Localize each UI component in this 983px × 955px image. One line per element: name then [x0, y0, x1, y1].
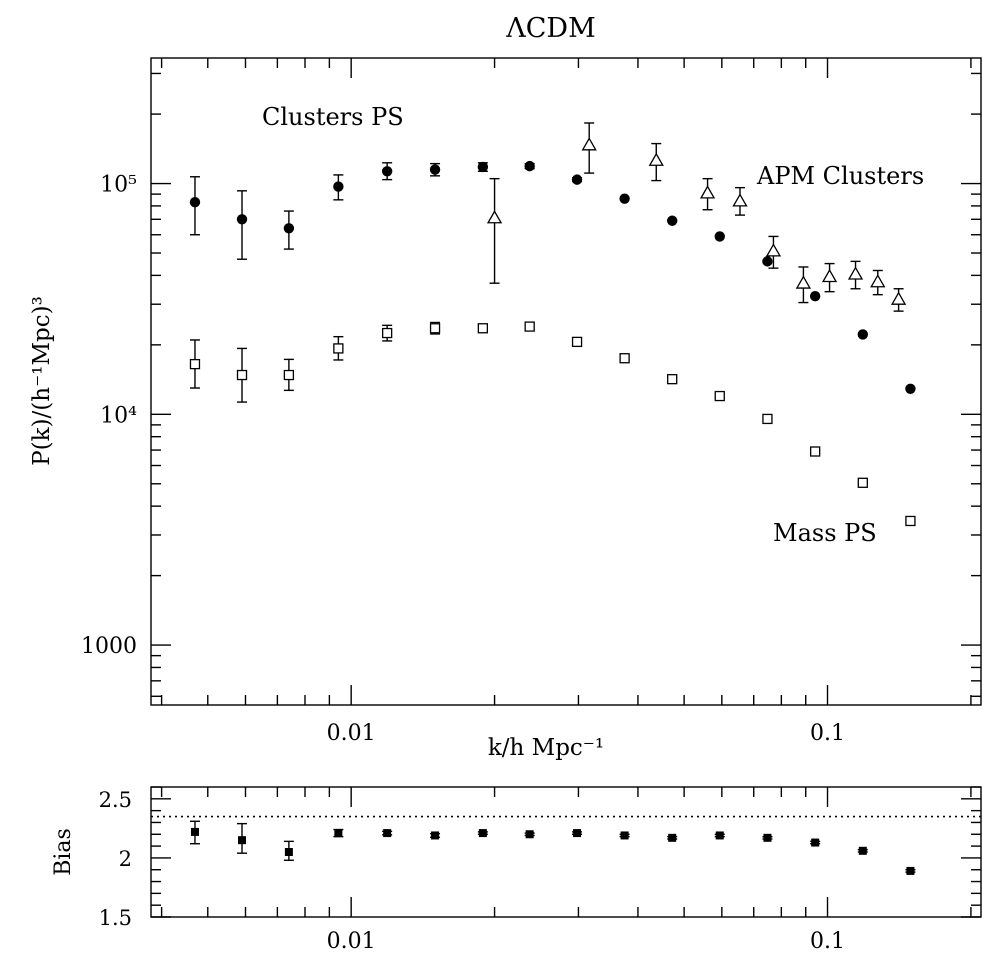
- apm-clusters-point: [847, 266, 864, 280]
- main-x-tick-label: 0.01: [327, 721, 376, 746]
- clusters-ps-point: [429, 164, 441, 175]
- mass-ps-point: [189, 358, 201, 370]
- mass-ps-point: [236, 369, 248, 381]
- clusters-ps-point: [283, 223, 295, 234]
- mass-ps-point: [283, 369, 295, 381]
- mass-ps-point: [429, 323, 441, 334]
- bias-y-tick-label: 2: [119, 847, 132, 871]
- clusters-ps-point: [762, 256, 773, 267]
- apm-clusters-point: [732, 193, 748, 207]
- apm-clusters-point: [648, 152, 664, 166]
- main-y-tick-label: 10⁴: [100, 403, 137, 428]
- annotation-mass-ps: Mass PS: [773, 519, 877, 547]
- bias-point: [668, 833, 677, 842]
- apm-clusters-point: [486, 210, 503, 224]
- mass-ps-point: [382, 327, 393, 339]
- bias-point: [573, 829, 582, 838]
- bias-point: [525, 830, 534, 839]
- bias-plot-frame: [150, 786, 982, 918]
- bias-point: [478, 829, 487, 838]
- bias-point: [383, 829, 392, 838]
- mass-ps-point: [477, 323, 489, 334]
- bias-point: [763, 833, 772, 842]
- annotation-apm-clusters: APM Clusters: [756, 162, 924, 190]
- clusters-ps-point: [619, 193, 630, 204]
- bias-point: [620, 831, 629, 840]
- bias-axis-label: Bias: [51, 828, 76, 876]
- clusters-ps-point: [571, 174, 583, 185]
- mass-ps-point: [667, 374, 678, 385]
- clusters-ps-point: [857, 329, 869, 340]
- bias-point: [284, 848, 293, 856]
- apm-clusters-point: [765, 243, 782, 257]
- clusters-ps-point: [333, 181, 344, 192]
- clusters-ps-point: [189, 197, 201, 208]
- apm-clusters-point: [795, 275, 812, 289]
- main-y-tick-label: 10⁵: [100, 173, 137, 198]
- apm-clusters-point: [821, 268, 838, 283]
- main-x-tick-label: 0.1: [810, 721, 845, 746]
- bias-point: [811, 838, 820, 847]
- bias-point: [715, 831, 724, 840]
- mass-ps-point: [524, 321, 535, 332]
- apm-clusters-point: [890, 291, 907, 305]
- bias-point: [906, 866, 915, 875]
- apm-clusters-point: [870, 274, 886, 288]
- clusters-ps-point: [236, 214, 248, 225]
- mass-ps-point: [619, 353, 630, 364]
- apm-clusters-point: [699, 185, 716, 199]
- mass-ps-point: [905, 515, 916, 527]
- mass-ps-point: [714, 390, 725, 402]
- bias-plot-marks: 0.01 0.1 1.5 2 2.5: [99, 786, 981, 954]
- apm-clusters-point: [581, 137, 597, 151]
- chart-title: ΛCDM: [505, 13, 595, 44]
- bias-point: [190, 827, 199, 836]
- clusters-ps-point: [524, 160, 535, 172]
- mass-ps-point: [857, 477, 868, 488]
- clusters-ps-point: [714, 231, 725, 242]
- y-axis-label: P(k)/(h⁻¹Mpc)³: [29, 296, 55, 466]
- bias-point: [238, 836, 247, 845]
- main-y-tick-label: 1000: [81, 634, 137, 659]
- clusters-ps-point: [381, 166, 393, 177]
- main-plot-marks: 0.01 0.1 1000 10⁴ 10⁵ Clusters PS APM Clusters…: [81, 58, 981, 746]
- bias-y-tick-label: 2.5: [99, 788, 132, 812]
- mass-ps-point: [762, 413, 773, 425]
- clusters-ps-point: [666, 215, 678, 226]
- x-axis-label: k/h Mpc⁻¹: [488, 735, 604, 761]
- annotation-clusters-ps: Clusters PS: [262, 103, 404, 131]
- bias-point: [858, 846, 867, 855]
- mass-ps-point: [810, 446, 821, 457]
- bias-point: [334, 829, 343, 838]
- clusters-ps-point: [477, 161, 489, 173]
- clusters-ps-point: [905, 383, 916, 394]
- mass-ps-point: [571, 336, 583, 348]
- bias-x-tick-label: 0.01: [327, 929, 376, 954]
- bias-y-tick-label: 1.5: [99, 906, 132, 930]
- bias-x-tick-label: 0.1: [810, 929, 845, 954]
- bias-point: [431, 831, 440, 840]
- clusters-ps-point: [809, 290, 821, 302]
- mass-ps-point: [333, 343, 344, 354]
- main-plot-frame: [150, 57, 982, 706]
